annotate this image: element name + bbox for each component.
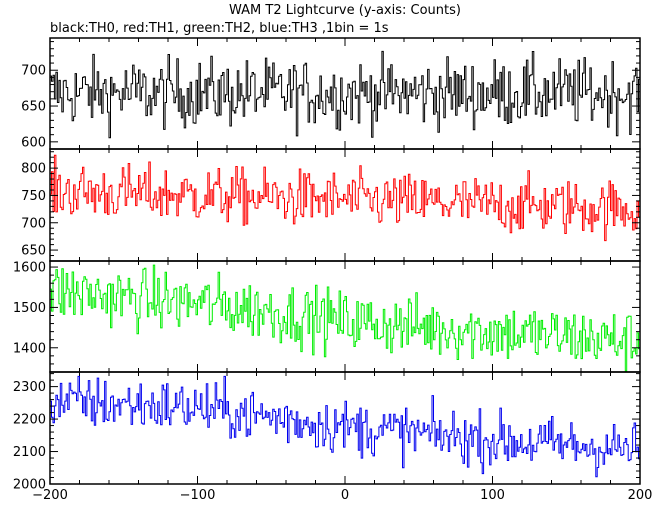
- y-tick-label: 750: [21, 189, 46, 204]
- y-tick-label: 1600: [13, 261, 46, 276]
- x-axis: −200 −100 0 100 200: [32, 488, 652, 503]
- series-line-th3: [50, 375, 640, 478]
- y-tick-label: 1500: [13, 301, 46, 316]
- panel-frame: [49, 37, 641, 150]
- x-tick-label: −100: [180, 488, 216, 503]
- chart-title: WAM T2 Lightcurve (y-axis: Counts): [229, 3, 461, 18]
- x-tick-label: 0: [341, 488, 349, 503]
- panels: 600 650 700 650 700 750 800 1400 1500 1600 2000 210…: [13, 37, 641, 493]
- x-tick-label: −200: [32, 488, 68, 503]
- y-tick-label: 600: [21, 135, 46, 150]
- panel-th3: 2000 2100 2200 2300: [13, 371, 641, 493]
- y-tick-label: 1400: [13, 341, 46, 356]
- y-tick-label: 2200: [13, 413, 46, 428]
- y-tick-label: 2000: [13, 478, 46, 493]
- y-tick-label: 800: [21, 162, 46, 177]
- y-tick-label: 700: [21, 216, 46, 231]
- panel-th0: 600 650 700: [21, 37, 641, 150]
- y-tick-label: 650: [21, 100, 46, 115]
- series-line-th1: [50, 154, 640, 242]
- y-tick-label: 650: [21, 244, 46, 259]
- series-line-th2: [50, 264, 640, 372]
- panel-th1: 650 700 750 800: [21, 148, 641, 262]
- chart-subtitle: black:TH0, red:TH1, green:TH2, blue:TH3 …: [50, 21, 389, 36]
- series-line-th0: [50, 50, 640, 139]
- y-tick-label: 700: [21, 64, 46, 79]
- x-tick-label: 100: [480, 488, 505, 503]
- panel-th2: 1400 1500 1600: [13, 260, 641, 373]
- x-tick-label: 200: [628, 488, 653, 503]
- y-tick-label: 2100: [13, 445, 46, 460]
- y-tick-label: 2300: [13, 380, 46, 395]
